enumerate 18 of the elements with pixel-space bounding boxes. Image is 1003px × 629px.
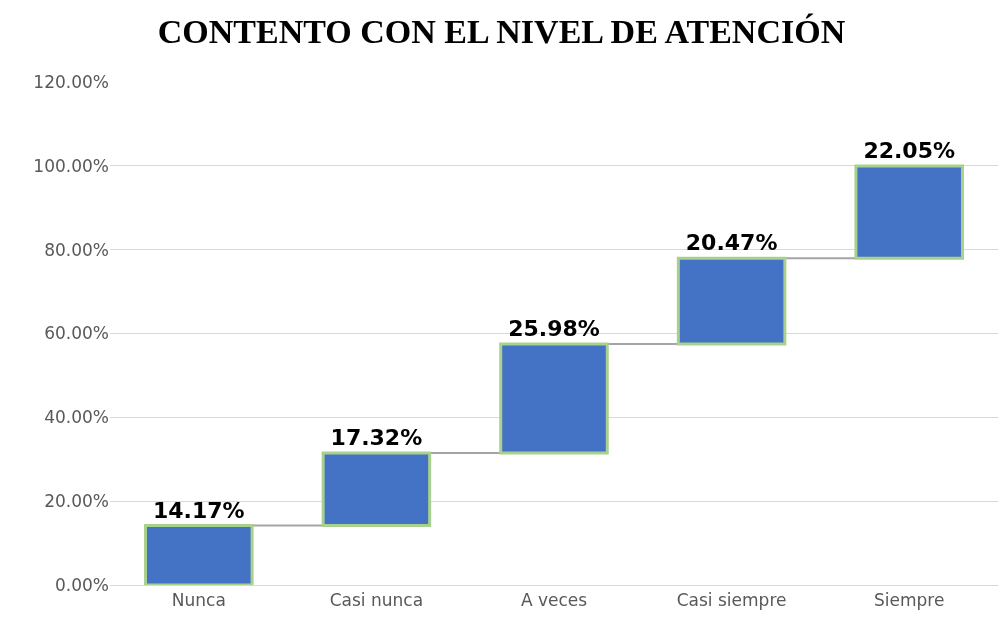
data-label: 22.05% [863, 137, 956, 163]
x-tick-label: A veces [520, 590, 588, 611]
x-tick-label: Casi nunca [329, 590, 424, 611]
y-tick-label: 40.00% [44, 407, 109, 428]
y-tick-label: 120.00% [33, 71, 109, 92]
data-label: 17.32% [330, 425, 423, 450]
data-label: 14.17% [152, 497, 245, 523]
y-tick-label: 0.00% [54, 574, 109, 595]
y-tick-label: 20.00% [44, 491, 109, 512]
x-tick-label: Siempre [874, 590, 945, 611]
x-tick-label: Nunca [171, 590, 226, 611]
chart-title: CONTENTO CON EL NIVEL DE ATENCIÓN [157, 12, 846, 50]
y-tick-label: 80.00% [44, 239, 109, 260]
data-label: 25.98% [508, 316, 600, 342]
data-label: 20.47% [685, 230, 778, 256]
y-tick-label: 100.00% [33, 155, 109, 176]
y-tick-label: 60.00% [44, 323, 109, 344]
x-tick-label: Casi siempre [676, 590, 787, 611]
